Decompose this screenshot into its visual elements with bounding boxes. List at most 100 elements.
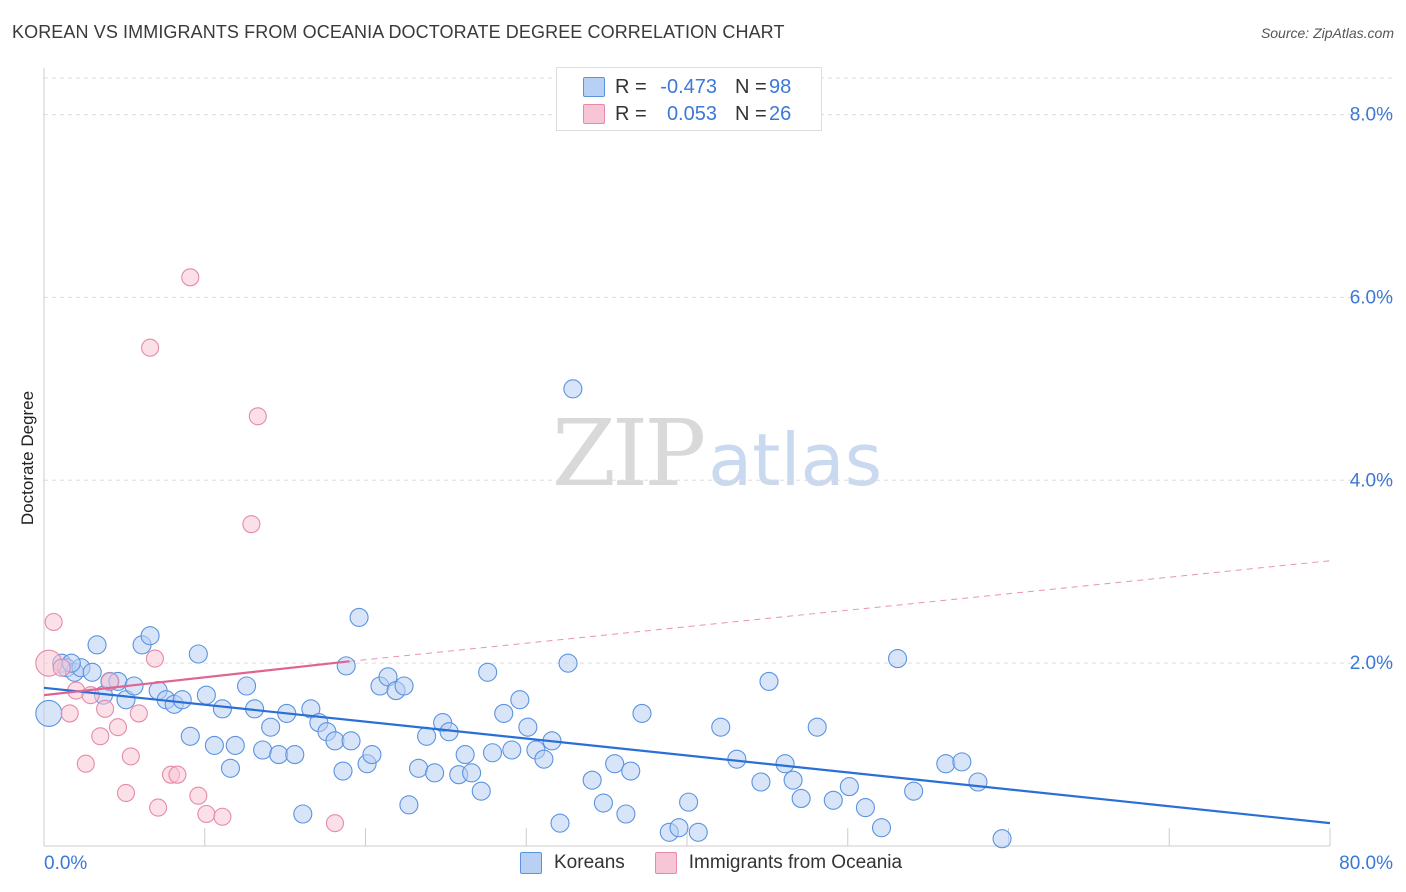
korean-point [188,644,208,664]
legend-r-value: -0.473 [660,75,717,98]
korean-point [751,772,771,792]
korean-point [518,717,538,737]
korean-point [711,717,731,737]
korean-point [394,676,414,696]
korean-point [550,813,570,833]
chart-title: KOREAN VS IMMIGRANTS FROM OCEANIA DOCTOR… [12,22,785,42]
korean-point [502,740,522,760]
oceania-point [141,338,160,357]
legend-n-value: 98 [769,75,792,98]
korean-point [952,752,972,772]
legend: R = -0.473 N = 98 R = 0.053 N = 26 [556,67,822,131]
korean-point [82,662,102,682]
oceania-trend-line [43,660,350,697]
korean-point [325,731,345,751]
korean-point [220,758,241,778]
oceania-point [44,612,63,632]
oceania-point [121,747,140,766]
oceania-point [116,783,136,803]
korean-point [362,745,382,765]
oceania-point [168,765,187,784]
korean-point [558,653,578,673]
bottom-legend-swatch-oceania [654,852,677,874]
korean-point [180,726,200,746]
oceania-point [149,798,168,817]
korean-point [992,829,1012,849]
korean-point [349,607,369,627]
oceania-point [108,718,127,737]
korean-point [212,699,232,719]
korean-point [563,379,583,399]
bottom-legend: Koreans Immigrants from Oceania [520,852,932,874]
korean-point [582,770,602,790]
oceania-point [213,807,232,826]
y-tick-label: 8.0% [1350,105,1393,126]
korean-point [471,781,491,801]
watermark-atlas: atlas [708,418,883,502]
korean-point [417,726,437,746]
korean-point [775,754,795,774]
bottom-legend-label-koreans: Koreans [554,852,625,873]
korean-point [669,818,689,838]
oceania-point [100,672,119,691]
oceania-point [181,268,200,287]
korean-point [839,777,859,797]
oceania-point [189,786,208,805]
korean-point [285,745,305,765]
korean-point [759,671,779,691]
korean-point [455,745,475,765]
korean-point [408,758,429,778]
korean-point [87,635,107,655]
y-tick-label: 4.0% [1350,470,1393,491]
korean-point [204,735,224,755]
korean-point [341,731,361,751]
korean-point [534,749,554,769]
legend-r-label: R = [615,102,647,125]
bottom-legend-koreans: Koreans [520,852,625,874]
legend-swatch-koreans [583,77,605,97]
korean-point [253,740,273,760]
korean-point [888,649,908,669]
x-tick-label: 0.0% [44,853,87,874]
legend-n-label: N = [735,75,767,98]
oceania-point [91,727,110,746]
oceania-point [52,658,71,677]
korean-point [494,703,514,723]
legend-n-value: 26 [769,102,792,125]
korean-point [616,804,636,824]
korean-point [968,772,988,792]
oceania-point [96,699,115,718]
korean-point [783,770,803,790]
korean-point [140,626,160,646]
legend-swatch-oceania [583,104,605,124]
oceania-trend-extension [349,560,1331,662]
korean-point [478,662,498,682]
korean-point [196,685,216,705]
korean-point [269,745,289,765]
korean-point [632,703,652,723]
legend-r-label: R = [615,75,647,98]
korean-point [333,761,353,781]
legend-r-value: 0.053 [666,102,717,125]
korean-point [425,763,445,783]
oceania-point [76,754,95,773]
source-label: Source: ZipAtlas.com [1260,25,1394,41]
y-tick-label: 2.0% [1350,653,1393,674]
korean-point [261,717,281,737]
korean-point [855,798,875,818]
watermark: ZIPatlas [552,400,882,507]
korean-point [871,818,892,838]
bottom-legend-swatch-koreans [520,852,542,874]
bottom-legend-oceania: Immigrants from Oceania [654,852,902,874]
korean-point [293,804,313,824]
korean-point [510,690,530,710]
oceania-point [325,814,345,833]
y-tick-label: 6.0% [1350,287,1393,308]
korean-point [621,761,641,781]
y-axis-label: Doctorate Degree [18,391,38,525]
oceania-point [129,704,148,723]
korean-point [225,735,245,755]
watermark-zip: ZIP [552,400,706,507]
korean-point [904,781,924,801]
